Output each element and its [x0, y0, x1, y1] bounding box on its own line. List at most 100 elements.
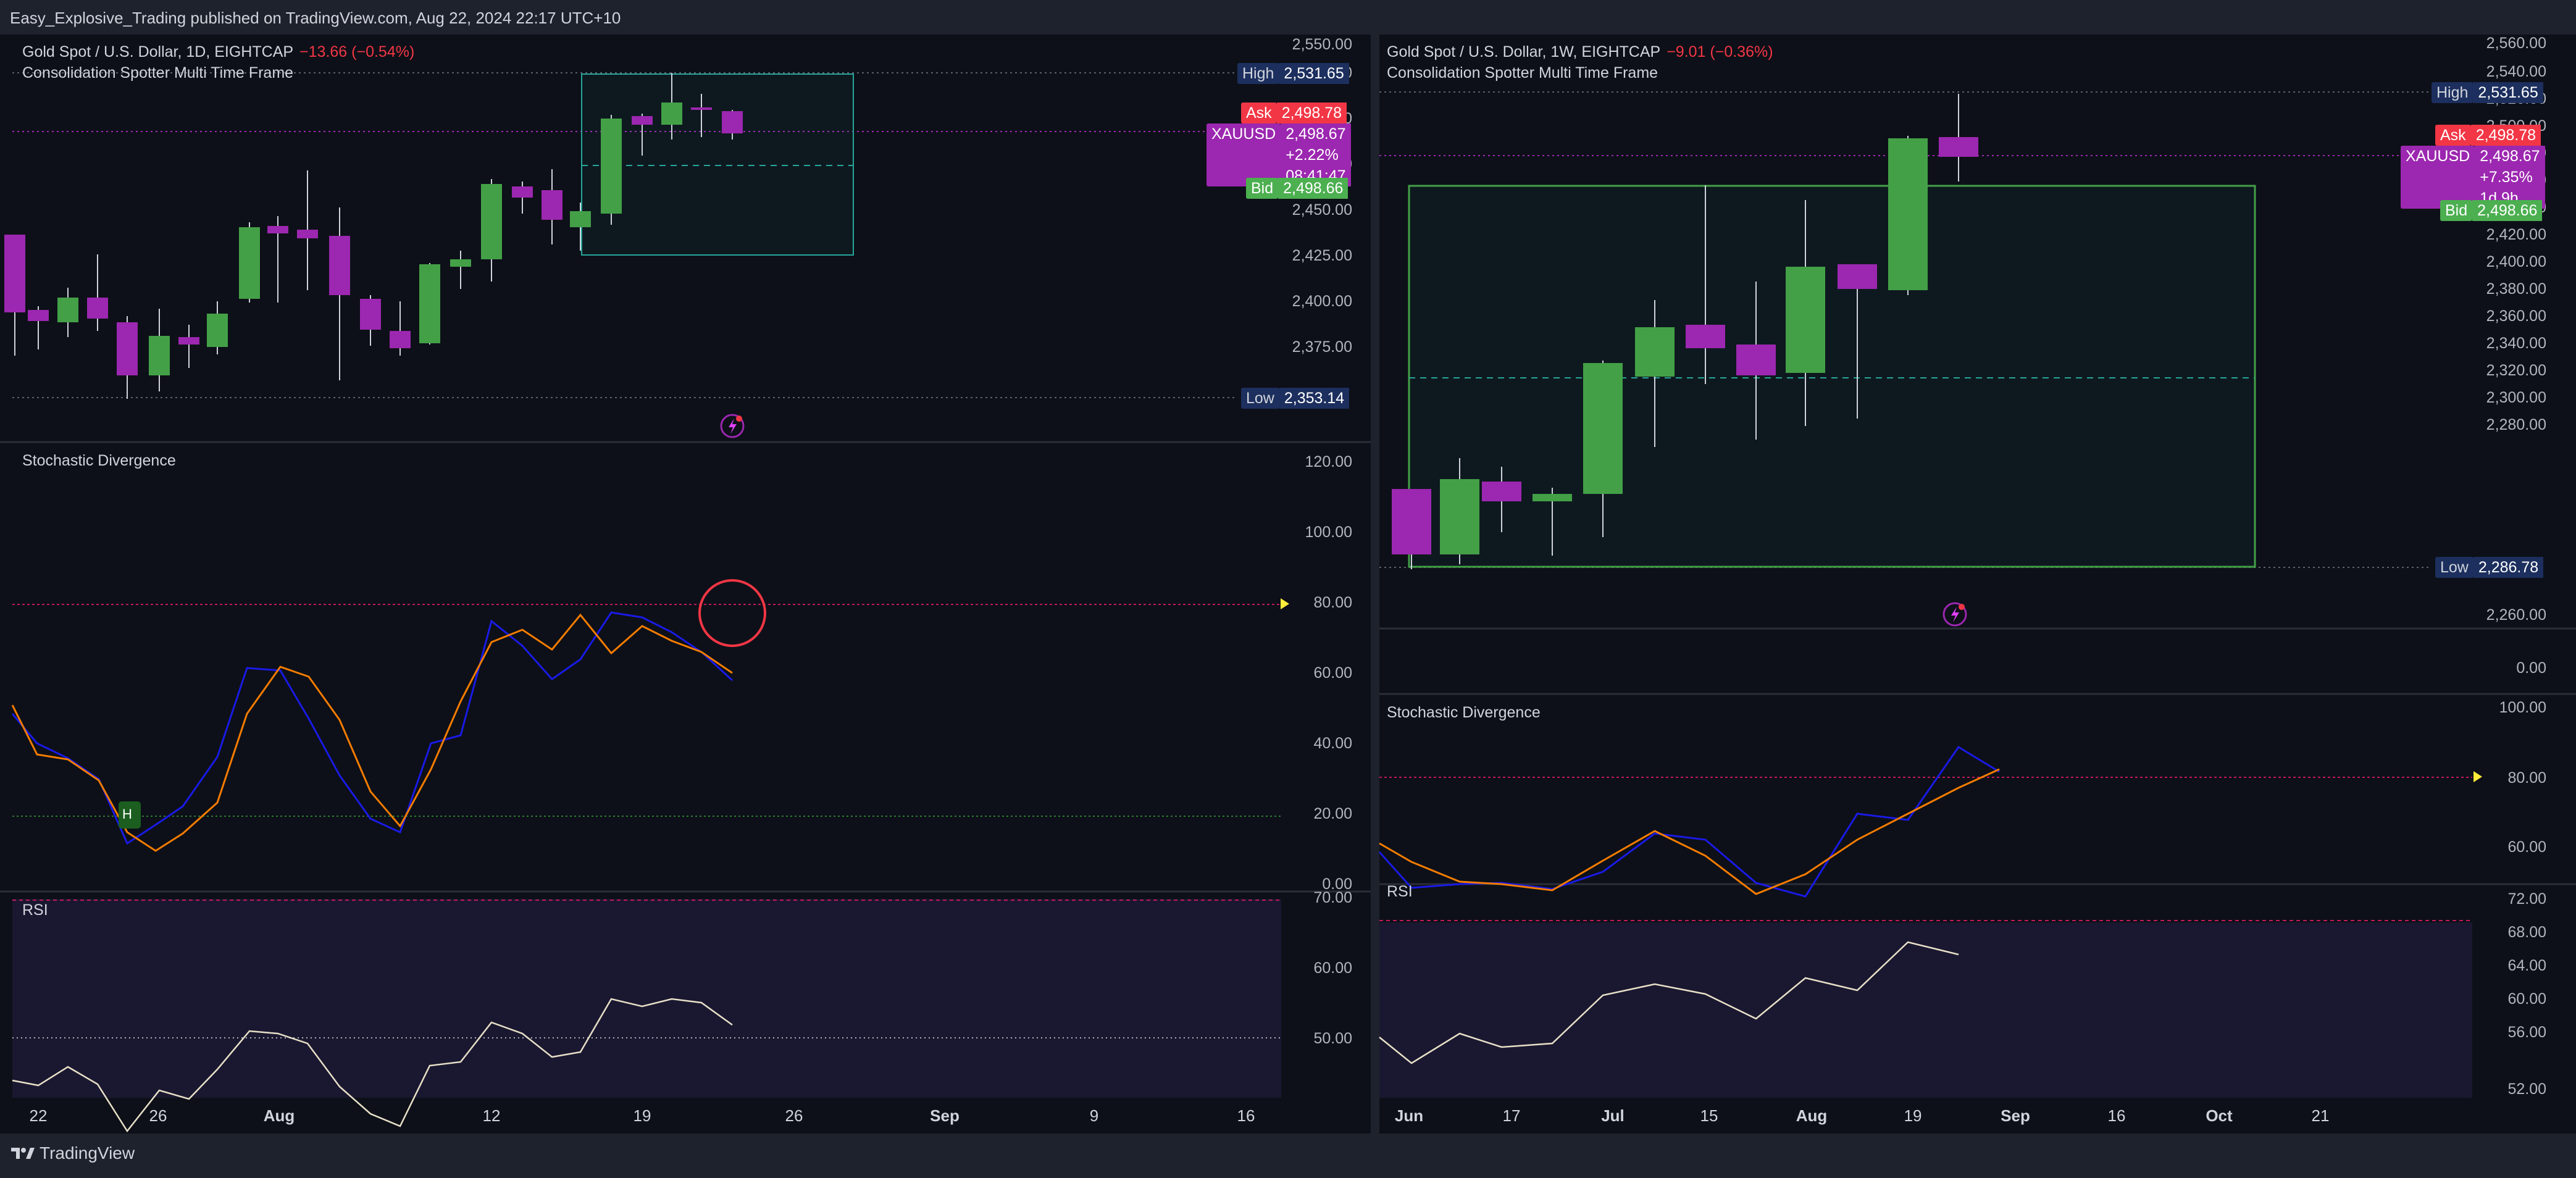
candle-body — [4, 235, 25, 312]
right-rsi-axis-tick: 72.00 — [2507, 890, 2546, 908]
right-indicator-title[interactable]: Consolidation Spotter Multi Time Frame — [1387, 64, 1658, 81]
right-high-value: 2,531.65 — [2473, 82, 2543, 103]
right-low-label: Low — [2435, 557, 2474, 578]
candle-body — [450, 259, 471, 267]
candle-body — [239, 227, 260, 299]
left-rsi-label[interactable]: RSI — [22, 901, 48, 919]
candle-body — [1392, 489, 1431, 554]
candle-body — [481, 184, 502, 259]
left-divergence-circle — [698, 579, 766, 647]
panel-divider[interactable] — [1371, 35, 1379, 1134]
left-time-axis-label: 9 — [1089, 1106, 1099, 1125]
right-low-value: 2,286.78 — [2473, 557, 2544, 578]
right-rsi-axis-tick: 56.00 — [2507, 1024, 2546, 1041]
candle-body — [632, 116, 653, 125]
right-rsi-axis-tick: 68.00 — [2507, 924, 2546, 941]
left-bid-label: Bid — [1246, 178, 1279, 199]
right-bid-value: 2,498.66 — [2472, 200, 2543, 221]
right-price-axis-tick: 2,400.00 — [2486, 253, 2546, 270]
left-price-axis-tick: 2,375.00 — [1292, 338, 1352, 356]
left-symbol-value: 2,498.67 — [1281, 123, 1351, 144]
candle-body — [1440, 479, 1479, 554]
right-symbol-tag: XAUUSD 2,498.67 +7.35% 1d 9h — [2401, 146, 2545, 209]
left-price-axis-tick: 2,450.00 — [1292, 201, 1352, 219]
left-chart-panel[interactable]: Gold Spot / U.S. Dollar, 1D, EIGHTCAP −13… — [0, 35, 1371, 1134]
candle-body — [1736, 345, 1776, 375]
left-rsi-axis-tick: 60.00 — [1313, 959, 1352, 977]
right-symbol-pct: +7.35% — [2475, 167, 2545, 188]
left-time-axis-label: 22 — [29, 1106, 48, 1125]
left-low-label: Low — [1241, 388, 1279, 409]
right-stoch-pointer-icon — [2474, 771, 2482, 782]
right-symbol-change: −9.01 (−0.36%) — [1666, 43, 1773, 61]
right-legend[interactable]: Gold Spot / U.S. Dollar, 1W, EIGHTCAP −9.… — [1387, 43, 1773, 61]
candle-body — [419, 264, 440, 343]
left-price-axis-tick: 2,550.00 — [1292, 36, 1352, 53]
lightning-icon[interactable] — [720, 414, 745, 438]
right-time-axis-label: 15 — [1700, 1106, 1718, 1125]
left-stoch-k-line — [11, 611, 734, 845]
right-time-axis-label: 17 — [1502, 1106, 1521, 1125]
left-consolidation-box[interactable] — [581, 73, 854, 256]
left-ask-value: 2,498.78 — [1276, 102, 1347, 123]
left-stoch-axis-tick: 100.00 — [1305, 524, 1352, 541]
right-high-label: High — [2432, 82, 2474, 103]
candle-body — [28, 310, 49, 321]
left-symbol-title: Gold Spot / U.S. Dollar, 1D, EIGHTCAP — [22, 43, 294, 61]
left-stoch-d-line — [11, 613, 733, 852]
left-rsi-line — [12, 998, 733, 1133]
candle-body — [149, 336, 170, 375]
candle-body — [178, 337, 199, 345]
left-time-axis-label: Aug — [263, 1106, 295, 1125]
left-legend[interactable]: Gold Spot / U.S. Dollar, 1D, EIGHTCAP −13… — [22, 43, 414, 61]
left-high-value: 2,531.65 — [1279, 63, 1349, 84]
publisher-bar — [0, 0, 2576, 35]
candle-body — [329, 236, 350, 295]
right-rsi-label[interactable]: RSI — [1387, 883, 1413, 900]
right-chart-canvas[interactable] — [1378, 35, 2576, 1134]
publisher-line: Easy_Explosive_Trading published on Trad… — [10, 9, 621, 27]
right-rsi-band — [1379, 922, 2472, 1098]
lightning-icon[interactable] — [1942, 602, 1967, 627]
candle-body — [542, 190, 562, 220]
candle-body — [1533, 494, 1572, 501]
tradingview-logo[interactable]: TradingView — [11, 1143, 135, 1163]
right-rsi-axis-tick: 60.00 — [2507, 990, 2546, 1008]
candle-body — [1482, 482, 1521, 501]
right-rsi-axis-tick: 52.00 — [2507, 1080, 2546, 1098]
candle-body — [1939, 137, 1978, 157]
left-rsi-axis-tick: 70.00 — [1313, 889, 1352, 906]
left-stoch-axis-tick: 80.00 — [1313, 594, 1352, 611]
footer-bar — [0, 1134, 2576, 1178]
right-stoch-axis-tick: 60.00 — [2507, 838, 2546, 856]
right-stoch-label[interactable]: Stochastic Divergence — [1387, 704, 1541, 721]
right-consolidation-box[interactable] — [1408, 185, 2256, 568]
right-price-axis-tick: 2,360.00 — [2486, 307, 2546, 325]
left-stoch-marker: H — [122, 806, 132, 822]
left-symbol-change: −13.66 (−0.54%) — [299, 43, 415, 61]
left-ask-label: Ask — [1241, 102, 1277, 123]
left-indicator-title[interactable]: Consolidation Spotter Multi Time Frame — [22, 64, 294, 81]
right-time-axis-label: Oct — [2206, 1106, 2233, 1125]
candle-body — [1583, 363, 1623, 494]
left-stoch-axis-tick: 20.00 — [1313, 805, 1352, 822]
left-stoch-axis-tick: 60.00 — [1313, 664, 1352, 682]
left-stoch-label[interactable]: Stochastic Divergence — [22, 452, 176, 469]
candle-body — [691, 107, 712, 110]
right-candles — [1392, 94, 1978, 569]
right-chart-panel[interactable]: Gold Spot / U.S. Dollar, 1W, EIGHTCAP −9.… — [1378, 35, 2576, 1134]
right-ask-label: Ask — [2435, 125, 2471, 146]
left-chart-canvas[interactable] — [0, 35, 1371, 1134]
left-time-axis-label: 26 — [785, 1106, 803, 1125]
candle-body — [661, 102, 682, 125]
candle-body — [117, 322, 138, 375]
left-bid-tag: Bid 2,498.66 — [1246, 178, 1349, 199]
left-symbol-tag-label: XAUUSD — [1206, 123, 1281, 186]
right-ask-tag: Ask 2,498.78 — [2435, 125, 2541, 146]
left-stoch-axis-tick: 120.00 — [1305, 453, 1352, 470]
right-price-axis-tick: 2,320.00 — [2486, 362, 2546, 379]
left-symbol-pct: +2.22% — [1281, 144, 1351, 165]
right-time-axis-label: Jun — [1394, 1106, 1424, 1125]
candle-body — [390, 331, 411, 348]
candle-body — [512, 186, 533, 198]
